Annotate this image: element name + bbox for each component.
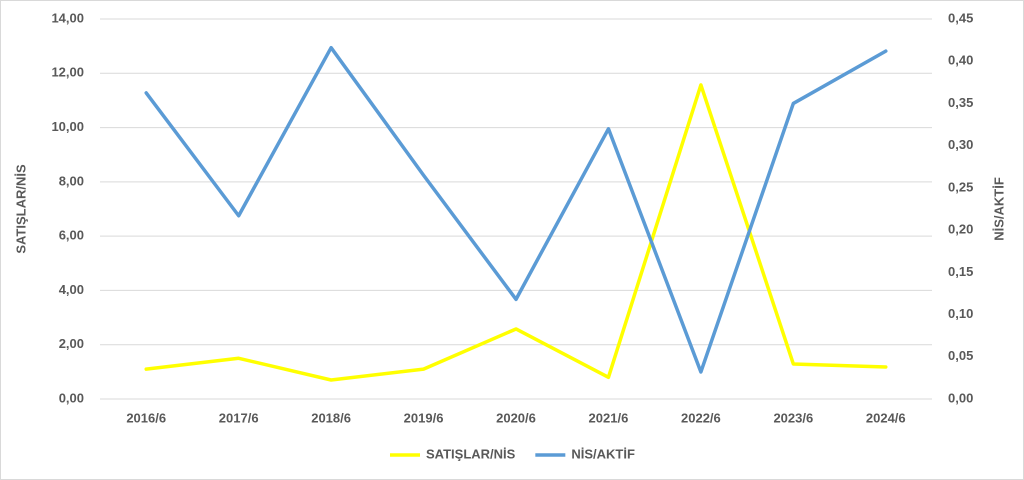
x-tick-label: 2024/6 (866, 410, 906, 425)
y2-tick-label: 0,30 (948, 137, 973, 152)
data-line (144, 83, 888, 382)
y2-tick-label: 0,10 (948, 306, 973, 321)
x-tick-label: 2021/6 (589, 410, 629, 425)
y2-tick-label: 0,45 (948, 10, 973, 25)
y-tick-label: 0,00 (59, 390, 84, 405)
x-tick-label: 2017/6 (219, 410, 259, 425)
y-tick-label: 10,00 (51, 119, 84, 134)
y2-tick-label: 0,35 (948, 95, 973, 110)
y2-tick-label: 0,40 (948, 53, 973, 68)
y-tick-label: 6,00 (59, 228, 84, 243)
x-tick-label: 2019/6 (404, 410, 444, 425)
y-tick-label: 4,00 (59, 282, 84, 297)
y2-tick-label: 0,25 (948, 179, 973, 194)
x-tick-label: 2020/6 (496, 410, 536, 425)
legend-label: SATIŞLAR/NİS (426, 446, 516, 461)
x-tick-label: 2018/6 (311, 410, 351, 425)
y-tick-label: 8,00 (59, 173, 84, 188)
y-tick-label: 2,00 (59, 336, 84, 351)
legend-label: NİS/AKTİF (571, 446, 635, 461)
y2-tick-label: 0,00 (948, 390, 973, 405)
y2-axis-title: NİS/AKTİF (991, 177, 1006, 241)
y2-tick-label: 0,15 (948, 264, 973, 279)
x-tick-label: 2016/6 (126, 410, 166, 425)
x-tick-label: 2022/6 (681, 410, 721, 425)
y-tick-label: 14,00 (51, 10, 84, 25)
x-tick-label: 2023/6 (773, 410, 813, 425)
y2-tick-label: 0,05 (948, 348, 973, 363)
y-axis-title: SATIŞLAR/NİS (13, 164, 28, 254)
data-line (144, 45, 888, 374)
y2-tick-label: 0,20 (948, 222, 973, 237)
y-tick-label: 12,00 (51, 65, 84, 80)
